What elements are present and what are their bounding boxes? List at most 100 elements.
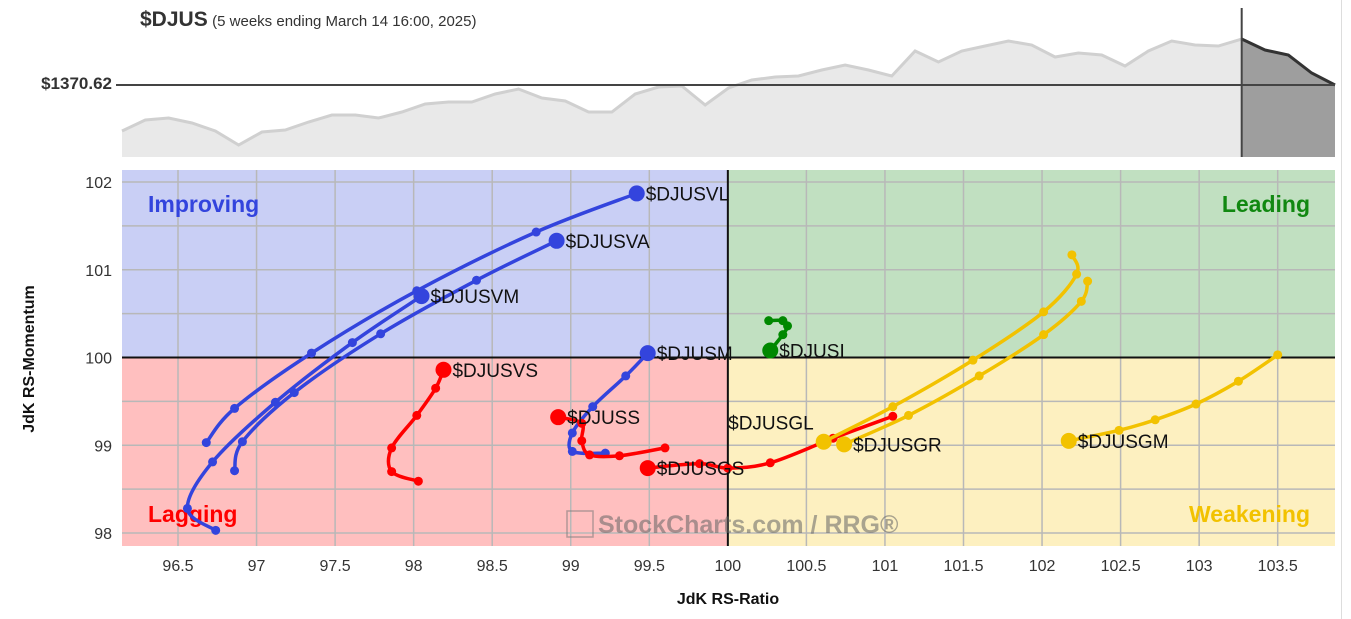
- tail-point: [567, 446, 577, 456]
- series-label: $DJUSVS: [452, 361, 538, 382]
- tail-point: [1273, 350, 1283, 360]
- quadrant-label-improving: Improving: [148, 191, 259, 217]
- y-tick-label: 100: [85, 351, 112, 368]
- series-label: $DJUSVM: [431, 287, 520, 308]
- tail-point: [778, 330, 788, 340]
- series-djusva: $DJUSVA: [230, 232, 650, 476]
- tail-point: [413, 476, 423, 486]
- series-djusvl: $DJUSVL: [201, 184, 729, 448]
- series-djuss: $DJUSS: [550, 408, 670, 461]
- tail-point: [614, 451, 624, 461]
- tail-point: [1039, 330, 1049, 340]
- head-point: [639, 460, 656, 477]
- y-axis-label: JdK RS-Momentum: [21, 285, 38, 433]
- head-point: [639, 345, 656, 362]
- tail-point: [888, 402, 898, 412]
- watermark-text: StockCharts.com / RRG®: [598, 511, 899, 539]
- quadrant-label-lagging: Lagging: [148, 501, 237, 527]
- tail-point: [1067, 250, 1077, 260]
- tail-point: [531, 227, 541, 237]
- tail-point: [783, 321, 793, 331]
- x-tick-label: 102.5: [1101, 558, 1141, 575]
- series-djusi: $DJUSI: [762, 316, 845, 362]
- tail-point: [695, 459, 705, 469]
- series-label: $DJUSS: [567, 408, 640, 429]
- tail-point: [1114, 425, 1124, 435]
- tail-point: [585, 450, 595, 460]
- x-tick-label: 99.5: [634, 558, 665, 575]
- tail-point: [1191, 399, 1201, 409]
- x-tick-label: 97: [248, 558, 266, 575]
- series-label: $DJUSGS: [657, 459, 745, 480]
- series-djusgl: $DJUSGL: [728, 250, 1082, 450]
- tail-point: [270, 397, 280, 407]
- tail-point: [1072, 269, 1082, 279]
- symbol-title: $DJUS: [140, 8, 208, 31]
- head-point: [550, 409, 567, 426]
- x-tick-label: 101: [872, 558, 899, 575]
- tail-point: [1076, 296, 1086, 306]
- price-line: [121, 37, 1243, 147]
- tail-point: [723, 463, 733, 473]
- quadrant-weakening: [727, 357, 1335, 546]
- period-subtitle: (5 weeks ending March 14 16:00, 2025): [212, 13, 477, 30]
- series-label: $DJUSVL: [646, 184, 729, 205]
- tail-point: [904, 410, 914, 420]
- tail-point: [660, 443, 670, 453]
- series-djusvs: $DJUSVS: [386, 361, 538, 486]
- x-tick-label: 103.5: [1258, 558, 1298, 575]
- tail-point: [387, 443, 397, 453]
- scrollbar-track[interactable]: [1341, 0, 1342, 619]
- y-tick-label: 99: [94, 438, 112, 455]
- tail-point: [577, 436, 587, 446]
- price-area: [122, 39, 1242, 158]
- tail-point: [588, 402, 598, 412]
- quadrant-improving: [122, 170, 728, 358]
- tail-point: [230, 466, 240, 476]
- x-tick-label: 99: [562, 558, 580, 575]
- watermark-logo-icon: [566, 510, 594, 538]
- price-area-highlight: [1241, 39, 1335, 158]
- series-label: $DJUSM: [657, 344, 733, 365]
- series-label: $DJUSI: [779, 341, 844, 362]
- tail-point: [208, 457, 218, 467]
- tail-point: [765, 458, 775, 468]
- watermark: StockCharts.com / RRG®: [566, 510, 899, 539]
- head-point: [762, 342, 779, 359]
- tail-point: [347, 338, 357, 348]
- tail-point: [974, 371, 984, 381]
- x-tick-label: 96.5: [162, 558, 193, 575]
- quadrant-label-weakening: Weakening: [1189, 501, 1310, 527]
- tail-point: [567, 428, 577, 438]
- chart-title: $DJUS (5 weeks ending March 14 16:00, 20…: [140, 8, 477, 32]
- series-djusgr: $DJUSGR: [836, 276, 1093, 456]
- head-point: [413, 288, 430, 305]
- price-line-highlight: [1241, 37, 1336, 87]
- quadrant-label-leading: Leading: [1222, 191, 1310, 217]
- y-tick-label: 101: [85, 263, 112, 280]
- head-point: [435, 361, 452, 378]
- x-axis-label: JdK RS-Ratio: [676, 591, 780, 608]
- x-tick-label: 98.5: [477, 558, 508, 575]
- tail-point: [968, 355, 978, 365]
- head-point: [628, 185, 645, 202]
- tail-point: [764, 316, 774, 326]
- tail-point: [1233, 376, 1243, 386]
- tail-point: [1039, 307, 1049, 317]
- tail-point: [307, 348, 317, 358]
- tail-point: [211, 525, 221, 535]
- x-tick-label: 98: [405, 558, 423, 575]
- tail-point: [387, 467, 397, 477]
- series-djusvm: $DJUSVM: [182, 287, 520, 535]
- tail-point: [230, 403, 240, 413]
- x-tick-label: 97.5: [320, 558, 351, 575]
- tail-point: [201, 438, 211, 448]
- head-point: [1060, 432, 1077, 449]
- series-label: $DJUSGR: [853, 435, 942, 456]
- tail-point: [376, 329, 386, 339]
- x-tick-label: 100: [714, 558, 741, 575]
- head-point: [815, 433, 832, 450]
- tail-point: [1150, 415, 1160, 425]
- series-djusgm: $DJUSGM: [1060, 350, 1283, 453]
- x-tick-label: 101.5: [943, 558, 983, 575]
